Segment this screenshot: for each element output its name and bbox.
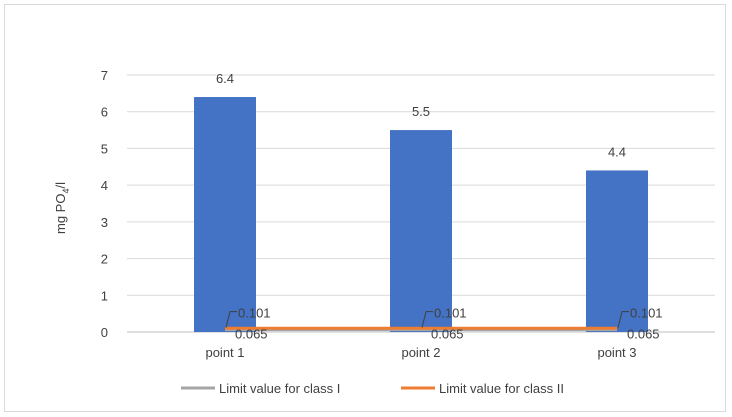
bar-2 bbox=[390, 130, 452, 332]
class2-value-label: 0.101 bbox=[630, 306, 663, 321]
class1-value-label: 0.065 bbox=[235, 327, 268, 342]
y-axis-label: mg PO4/l bbox=[53, 182, 71, 234]
chart-frame: 0 1 2 3 4 5 6 7 mg PO4/l 6.4 5.5 4.4 0.101 0.065 0.1… bbox=[4, 4, 726, 412]
bar-series bbox=[194, 97, 648, 333]
class1-value-label: 0.065 bbox=[627, 327, 660, 342]
leader-line bbox=[617, 311, 629, 328]
legend-label-class1: Limit value for class I bbox=[219, 381, 340, 396]
limit-lines bbox=[225, 326, 617, 332]
leader-line bbox=[421, 311, 433, 328]
y-tick-label: 5 bbox=[101, 141, 108, 156]
y-tick-label: 4 bbox=[101, 178, 108, 193]
x-axis-ticks: point 1 point 2 point 3 bbox=[205, 345, 636, 360]
chart-svg: 0 1 2 3 4 5 6 7 mg PO4/l 6.4 5.5 4.4 0.101 0.065 0.1… bbox=[53, 68, 715, 396]
y-tick-label: 6 bbox=[101, 105, 108, 120]
y-tick-label: 7 bbox=[101, 68, 108, 83]
bar-3 bbox=[586, 170, 648, 332]
x-tick-label: point 3 bbox=[597, 345, 636, 360]
x-tick-label: point 2 bbox=[401, 345, 440, 360]
y-axis-ticks: 0 1 2 3 4 5 6 7 bbox=[101, 68, 108, 340]
y-tick-label: 1 bbox=[101, 288, 108, 303]
bar-value-label: 5.5 bbox=[412, 104, 430, 119]
class2-value-label: 0.101 bbox=[238, 306, 271, 321]
bar-value-label: 4.4 bbox=[608, 144, 626, 159]
y-tick-label: 0 bbox=[101, 325, 108, 340]
legend-label-class2: Limit value for class II bbox=[439, 381, 564, 396]
y-tick-label: 3 bbox=[101, 215, 108, 230]
leader-line bbox=[225, 311, 237, 328]
bar-value-label: 6.4 bbox=[216, 71, 234, 86]
legend: Limit value for class I Limit value for … bbox=[181, 381, 564, 396]
y-tick-label: 2 bbox=[101, 252, 108, 267]
class2-value-label: 0.101 bbox=[434, 306, 467, 321]
data-labels: 6.4 5.5 4.4 0.101 0.065 0.101 0.065 0.101 0.065 bbox=[216, 71, 663, 342]
class1-value-label: 0.065 bbox=[431, 327, 464, 342]
bar-1 bbox=[194, 97, 256, 333]
x-tick-label: point 1 bbox=[205, 345, 244, 360]
